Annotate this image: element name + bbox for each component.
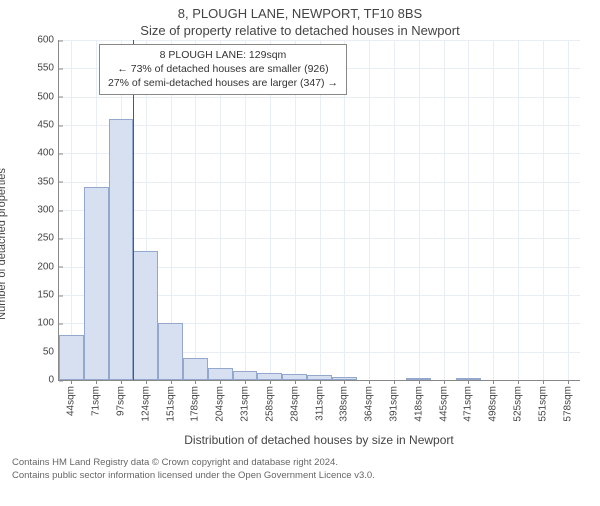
x-tick-label: 364sqm [364,380,375,422]
x-axis-label: Distribution of detached houses by size … [58,433,580,447]
histogram-bar [133,251,158,380]
y-axis-label: Number of detached properties [0,168,8,320]
y-tick-label: 200 [37,261,59,272]
y-tick-label: 600 [37,35,59,46]
x-tick-label: 284sqm [289,380,300,422]
histogram-bar [406,378,431,380]
histogram-bar [332,377,357,380]
x-tick-label: 391sqm [388,380,399,422]
x-tick-label: 178sqm [190,380,201,422]
gridline-v [543,40,544,380]
gridline-v [71,40,72,380]
x-tick-label: 124sqm [140,380,151,422]
x-tick-label: 44sqm [66,380,77,416]
x-tick-label: 471sqm [463,380,474,422]
annotation-box: 8 PLOUGH LANE: 129sqm ← 73% of detached … [99,44,347,95]
x-tick-label: 97sqm [116,380,127,416]
plot-area: 8 PLOUGH LANE: 129sqm ← 73% of detached … [58,40,580,381]
gridline-v [444,40,445,380]
annotation-line1: 8 PLOUGH LANE: 129sqm [108,48,338,62]
histogram-bar [233,371,258,380]
histogram-bar [257,373,282,380]
y-tick-label: 150 [37,290,59,301]
y-tick-label: 100 [37,318,59,329]
x-tick-label: 231sqm [240,380,251,422]
histogram-bar [208,368,233,380]
gridline-v [369,40,370,380]
footer-attribution: Contains HM Land Registry data © Crown c… [12,457,588,483]
x-tick-label: 71sqm [91,380,102,416]
x-tick-label: 311sqm [314,380,325,421]
gridline-v [468,40,469,380]
histogram-bar [183,358,208,380]
y-tick-label: 0 [48,375,59,386]
page-title-address: 8, PLOUGH LANE, NEWPORT, TF10 8BS [0,6,600,21]
gridline-v [419,40,420,380]
histogram-bar [109,119,134,380]
y-tick-label: 250 [37,233,59,244]
x-tick-label: 338sqm [339,380,350,422]
page-subtitle: Size of property relative to detached ho… [0,23,600,38]
gridline-v [568,40,569,380]
y-tick-label: 450 [37,120,59,131]
histogram-bar [456,378,481,380]
footer-line1: Contains HM Land Registry data © Crown c… [12,457,588,470]
histogram-bar [59,335,84,380]
gridline-v [493,40,494,380]
annotation-line2: ← 73% of detached houses are smaller (92… [108,62,338,76]
x-tick-label: 445sqm [438,380,449,422]
y-tick-label: 300 [37,205,59,216]
x-tick-label: 258sqm [264,380,275,422]
x-tick-label: 151sqm [165,380,176,422]
gridline-v [394,40,395,380]
x-tick-label: 204sqm [215,380,226,422]
footer-line2: Contains public sector information licen… [12,470,588,483]
histogram-bar [282,374,307,380]
y-tick-label: 50 [43,346,59,357]
y-tick-label: 400 [37,148,59,159]
y-tick-label: 550 [37,63,59,74]
annotation-line3: 27% of semi-detached houses are larger (… [108,76,338,90]
x-tick-label: 551sqm [537,380,548,422]
gridline-v [518,40,519,380]
y-tick-label: 500 [37,91,59,102]
x-tick-label: 578sqm [562,380,573,422]
histogram-bar [84,187,109,380]
x-tick-label: 525sqm [512,380,523,422]
histogram-bar [307,375,332,380]
x-tick-label: 418sqm [413,380,424,422]
y-tick-label: 350 [37,176,59,187]
histogram-bar [158,323,183,380]
x-tick-label: 498sqm [488,380,499,422]
chart-container: Number of detached properties 8 PLOUGH L… [10,40,590,447]
